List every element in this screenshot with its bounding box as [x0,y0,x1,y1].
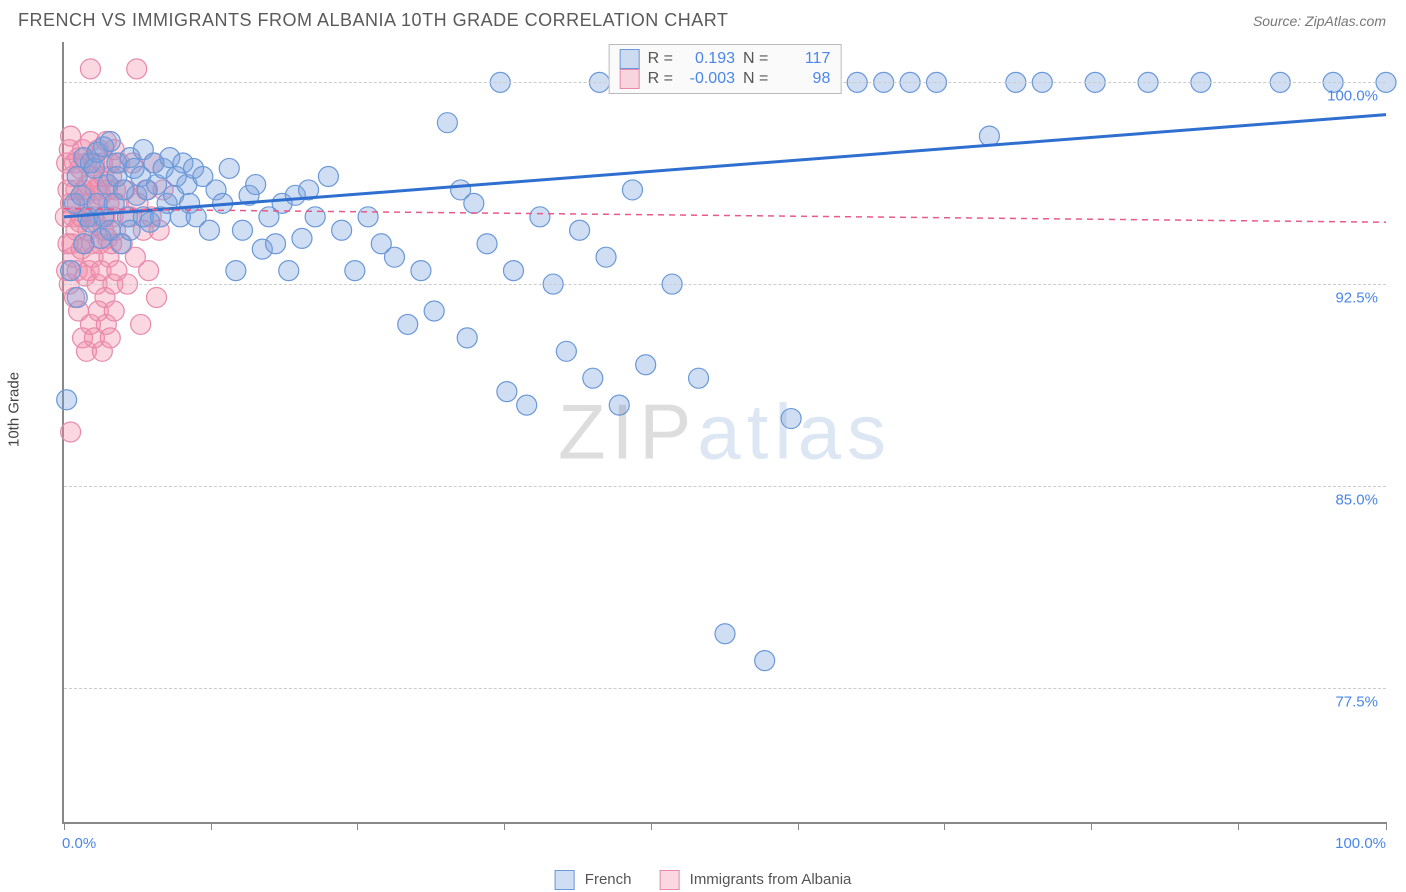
data-point [61,422,81,442]
data-point [57,390,77,410]
chart-header: FRENCH VS IMMIGRANTS FROM ALBANIA 10TH G… [0,0,1406,37]
x-label-left: 0.0% [62,835,96,852]
y-tick-label: 100.0% [1327,88,1378,105]
data-point [292,228,312,248]
data-point [477,234,497,254]
data-point [570,220,590,240]
data-point [61,261,81,281]
stats-n-label-b: N = [743,70,768,88]
stats-row-a: R = 0.193 N = 117 [620,49,831,69]
data-point [332,220,352,240]
data-point [305,207,325,227]
y-tick-label: 77.5% [1335,693,1378,710]
data-point [497,382,517,402]
legend-label-b: Immigrants from Albania [690,871,852,888]
stats-box: R = 0.193 N = 117 R = -0.003 N = 98 [609,44,842,94]
data-point [358,207,378,227]
data-point [199,220,219,240]
data-point [385,247,405,267]
legend-swatch-a [555,870,575,890]
stats-swatch-b [620,69,640,89]
data-point [345,261,365,281]
stats-r-value-b: -0.003 [681,70,735,88]
data-point [411,261,431,281]
data-point [517,395,537,415]
stats-n-value-a: 117 [776,50,830,68]
stats-r-label: R = [648,50,673,68]
data-point [979,126,999,146]
x-axis-labels: 0.0% 100.0% [62,828,1386,852]
data-point [437,113,457,133]
data-point [636,355,656,375]
chart-source: Source: ZipAtlas.com [1253,13,1386,29]
data-point [100,132,120,152]
stats-n-label: N = [743,50,768,68]
data-point [781,409,801,429]
y-tick-label: 92.5% [1335,290,1378,307]
data-point [219,158,239,178]
data-point [100,328,120,348]
chart-area: 10th Grade ZIPatlas R = 0.193 N = 117 R … [18,42,1386,852]
plot-region: ZIPatlas R = 0.193 N = 117 R = -0.003 N … [62,42,1386,824]
data-point [127,59,147,79]
legend: French Immigrants from Albania [555,870,852,890]
data-point [530,207,550,227]
legend-item-a: French [555,870,632,890]
stats-n-value-b: 98 [776,70,830,88]
data-point [583,368,603,388]
stats-r-value-a: 0.193 [681,50,735,68]
data-point [457,328,477,348]
legend-label-a: French [585,871,632,888]
data-point [131,314,151,334]
stats-swatch-a [620,49,640,69]
legend-item-b: Immigrants from Albania [659,870,851,890]
data-point [67,288,87,308]
data-point [104,301,124,321]
data-point [226,261,246,281]
data-point [80,59,100,79]
x-label-right: 100.0% [1335,835,1386,852]
y-axis-label: 10th Grade [6,372,23,447]
stats-row-b: R = -0.003 N = 98 [620,69,831,89]
data-point [464,193,484,213]
data-point [596,247,616,267]
data-point [715,624,735,644]
data-point [398,314,418,334]
stats-r-label-b: R = [648,70,673,88]
data-point [139,261,159,281]
trend-line [64,115,1386,217]
plot-svg [64,42,1386,822]
data-point [279,261,299,281]
y-tick-label: 85.0% [1335,491,1378,508]
data-point [622,180,642,200]
data-point [246,175,266,195]
data-point [755,651,775,671]
data-point [266,234,286,254]
data-point [232,220,252,240]
data-point [147,288,167,308]
data-point [689,368,709,388]
chart-title: FRENCH VS IMMIGRANTS FROM ALBANIA 10TH G… [18,10,728,31]
data-point [556,341,576,361]
data-point [503,261,523,281]
data-point [318,166,338,186]
legend-swatch-b [659,870,679,890]
data-point [424,301,444,321]
data-point [609,395,629,415]
